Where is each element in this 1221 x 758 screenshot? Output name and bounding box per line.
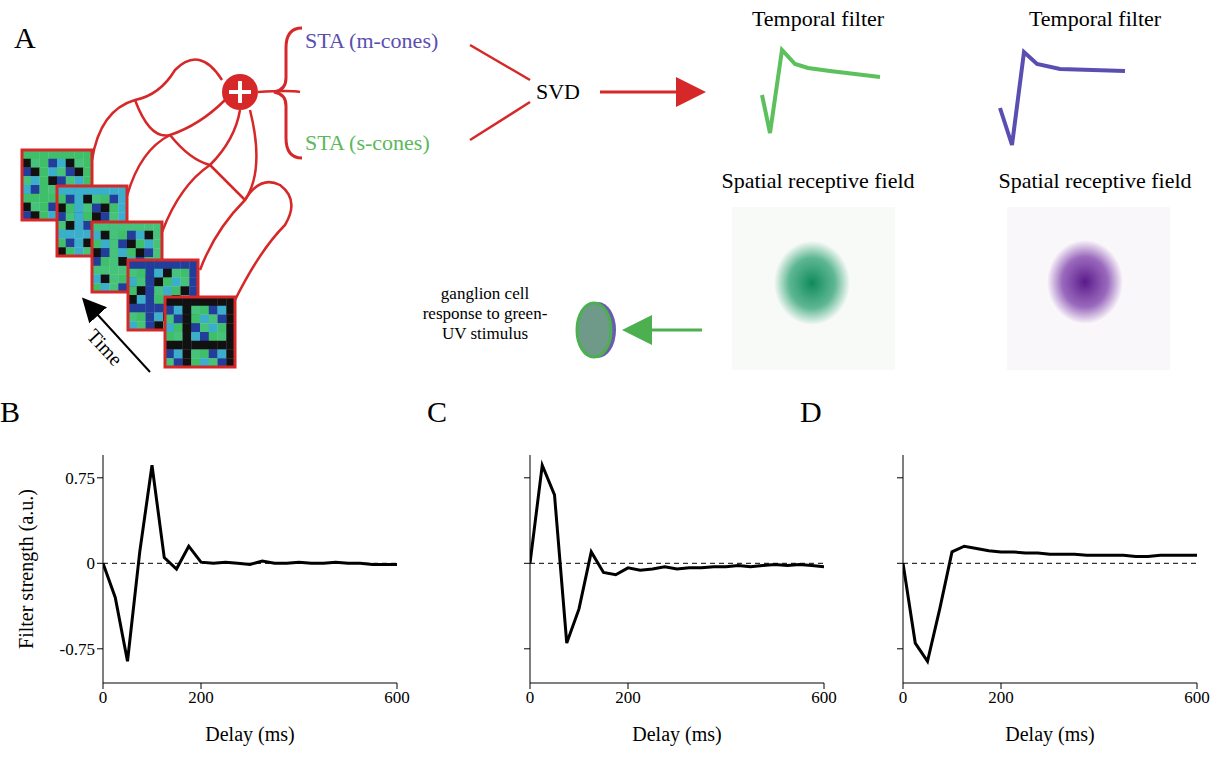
- svg-text:0.75: 0.75: [65, 469, 95, 488]
- svg-text:Delay (ms): Delay (ms): [205, 723, 294, 746]
- svg-text:600: 600: [811, 688, 837, 707]
- svg-text:Spatial receptive field: Spatial receptive field: [721, 168, 914, 193]
- svg-text:200: 200: [615, 688, 641, 707]
- svg-text:0: 0: [87, 554, 96, 573]
- html-text:C: C: [427, 395, 447, 428]
- svg-text:SVD: SVD: [536, 79, 580, 104]
- svg-text:STA (s-cones): STA (s-cones): [305, 130, 430, 155]
- svg-text:Time: Time: [83, 325, 127, 370]
- svg-text:200: 200: [188, 688, 214, 707]
- svg-text:STA (m-cones): STA (m-cones): [305, 28, 438, 53]
- html-text:D: D: [800, 395, 822, 428]
- svg-text:600: 600: [1184, 688, 1210, 707]
- svg-text:Delay (ms): Delay (ms): [1005, 723, 1094, 746]
- svg-text:Spatial receptive field: Spatial receptive field: [998, 168, 1191, 193]
- svg-text:Temporal filter: Temporal filter: [752, 6, 885, 31]
- svg-text:A: A: [14, 21, 36, 54]
- svg-text:200: 200: [988, 688, 1014, 707]
- svg-text:600: 600: [384, 688, 410, 707]
- svg-text:0: 0: [99, 688, 108, 707]
- html-text:B: B: [0, 395, 20, 428]
- svg-text:0: 0: [526, 688, 535, 707]
- svg-text:Delay (ms): Delay (ms): [632, 723, 721, 746]
- html-text:Filter strength (a.u.): Filter strength (a.u.): [14, 489, 37, 649]
- html-text:ganglion cell response to gree: ganglion cell response to green-UV stimu…: [422, 284, 548, 343]
- svg-text:Temporal filter: Temporal filter: [1029, 6, 1162, 31]
- svg-text:-0.75: -0.75: [60, 640, 95, 659]
- svg-text:0: 0: [899, 688, 908, 707]
